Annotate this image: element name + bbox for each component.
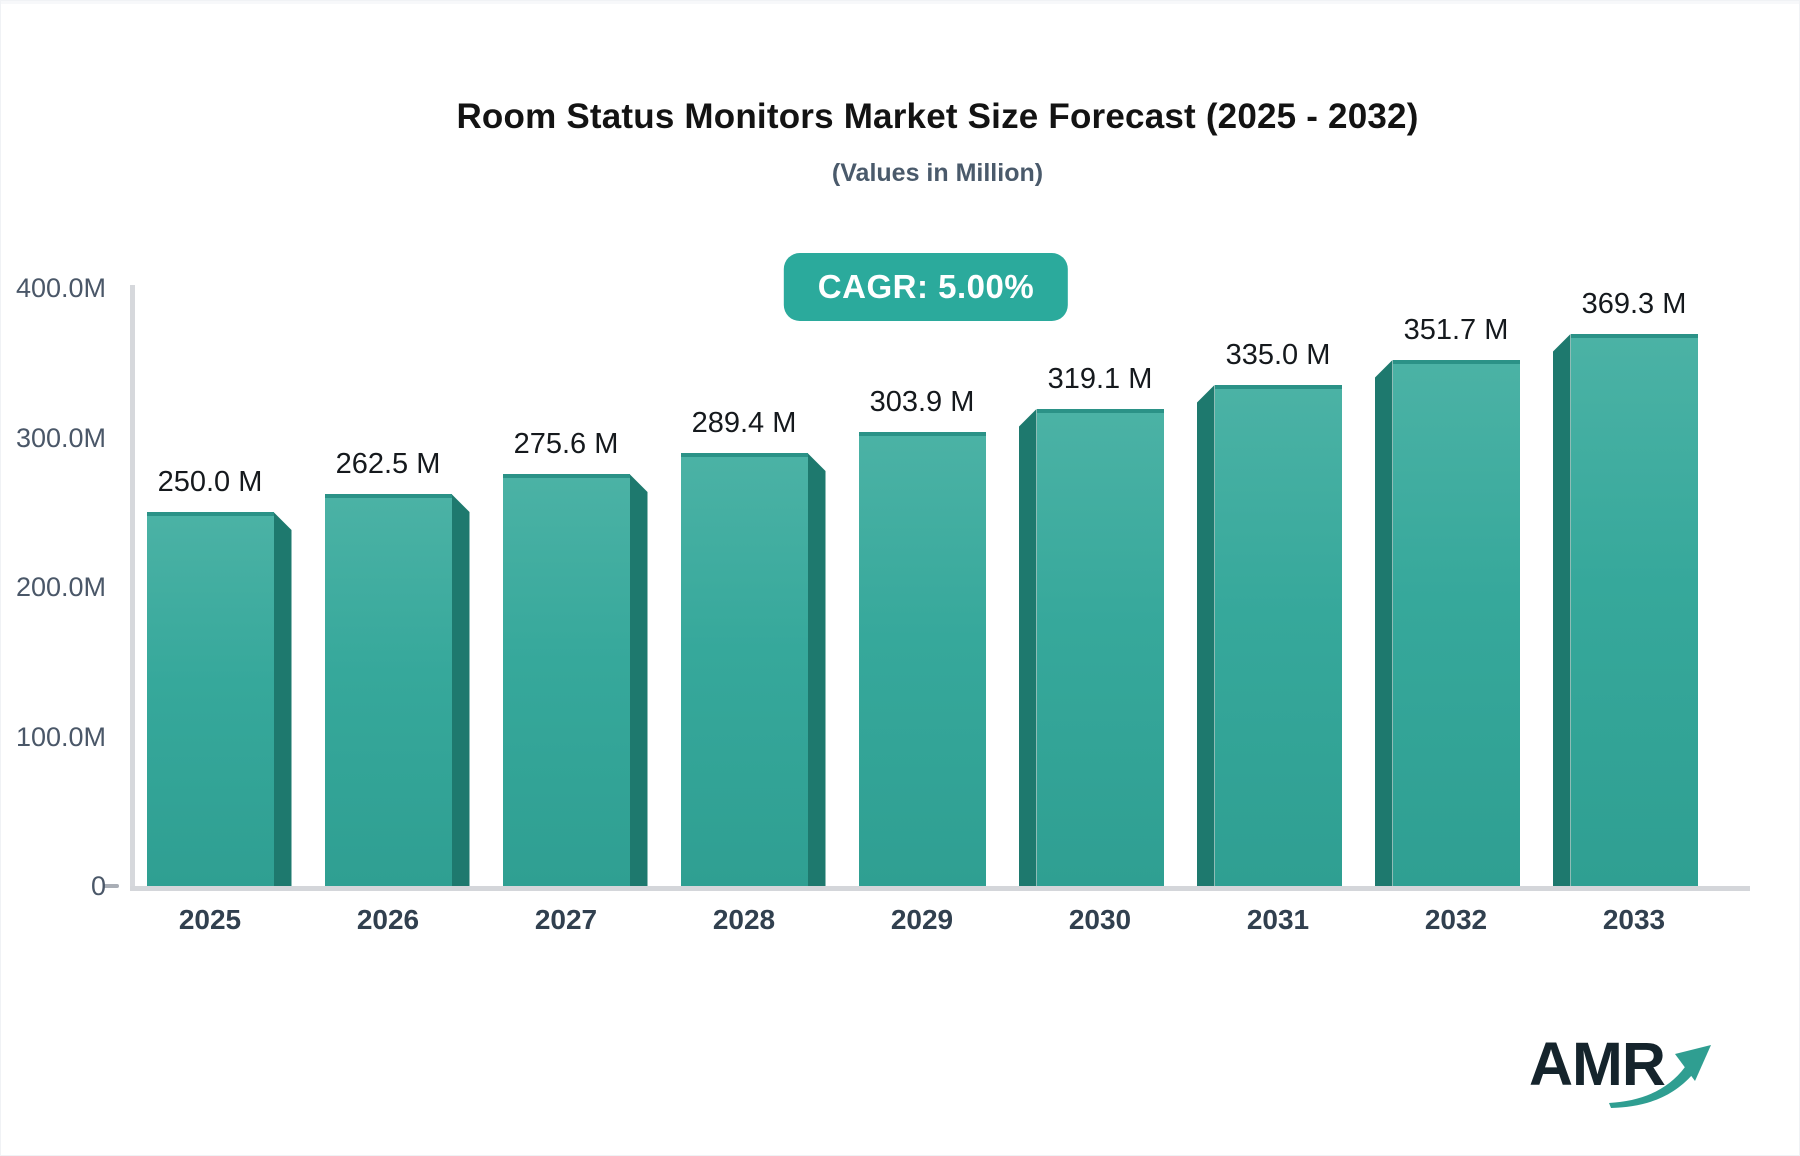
x-axis-tick-label: 2027 [534,904,598,935]
bar-side-left [1552,334,1571,886]
cagr-badge: CAGR: 5.00% [783,253,1069,321]
bar-side-right [273,512,292,886]
bar-side-right [629,474,648,886]
amr-logo: AMR [1529,1029,1739,1119]
x-axis-tick-label: 2028 [712,904,776,935]
bar-value-label: 303.9 M [869,386,975,418]
bar-value-label: 319.1 M [1047,363,1153,395]
bar-value-label: 369.3 M [1581,288,1687,320]
y-axis-tick-label: 0 [90,871,106,901]
chart-header: Room Status Monitors Market Size Forecas… [131,1,1744,188]
bar [1570,334,1698,886]
bar [1214,385,1342,886]
bar [502,474,630,886]
x-axis-tick-label: 2032 [1424,904,1488,935]
chart-subtitle: (Values in Million) [831,159,1044,187]
bar [1392,360,1520,886]
bar-side-left [1196,385,1215,886]
bar-value-label: 289.4 M [691,407,797,439]
bar [146,512,274,886]
chart-title: Room Status Monitors Market Size Forecas… [456,97,1419,136]
x-axis-line [130,886,1750,891]
bar-side-left [1018,409,1037,886]
bar-side-left [1374,360,1393,886]
y-axis-tick-label: 300.0M [15,422,106,453]
x-axis-tick-label: 2031 [1246,904,1310,935]
y-axis-line [130,285,135,891]
bar-value-label: 250.0 M [157,466,263,498]
bar-side-right [451,494,470,886]
y-axis-tick-label: 400.0M [15,273,106,303]
bar [858,432,986,886]
y-axis-tick-label: 100.0M [15,721,106,752]
amr-logo-text: AMR [1529,1030,1666,1098]
bar [680,453,808,886]
bar [1036,409,1164,886]
bar-value-label: 351.7 M [1403,314,1509,346]
y-axis-tick-label: 200.0M [15,572,106,602]
bar-value-label: 262.5 M [335,448,441,480]
x-axis-tick-label: 2033 [1602,904,1666,935]
growth-arrow-icon [1609,1045,1711,1108]
x-axis-tick-label: 2030 [1068,904,1132,935]
x-axis-tick-label: 2025 [178,904,242,935]
bar-side-right [807,453,826,886]
bar-value-label: 275.6 M [513,428,619,460]
zero-tick-mark [103,884,119,888]
x-axis-tick-label: 2029 [890,904,954,935]
bar-value-label: 335.0 M [1225,339,1331,371]
bar [324,494,452,886]
x-axis-tick-label: 2026 [356,904,420,935]
